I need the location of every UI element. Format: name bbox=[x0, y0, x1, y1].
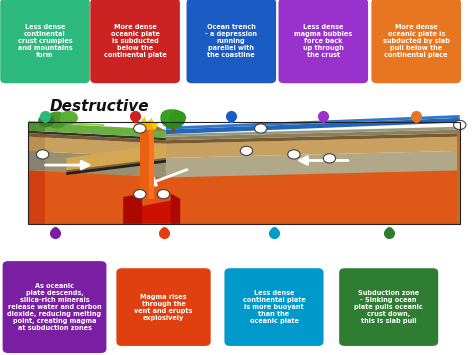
Text: As oceanic
plate descends,
silica-rich minerals
release water and carbon
dioxide: As oceanic plate descends, silica-rich m… bbox=[8, 283, 101, 331]
Polygon shape bbox=[66, 160, 166, 175]
FancyBboxPatch shape bbox=[371, 0, 461, 83]
Polygon shape bbox=[166, 115, 460, 130]
Circle shape bbox=[288, 150, 300, 159]
Polygon shape bbox=[149, 130, 154, 199]
Polygon shape bbox=[28, 133, 166, 144]
FancyBboxPatch shape bbox=[186, 0, 276, 83]
Circle shape bbox=[36, 150, 49, 159]
Polygon shape bbox=[166, 133, 460, 144]
Text: Subduction zone
- Sinking ocean
plate pulls oceanic
crust down,
this is slab pul: Subduction zone - Sinking ocean plate pu… bbox=[354, 290, 423, 324]
FancyBboxPatch shape bbox=[0, 0, 90, 83]
Circle shape bbox=[255, 124, 267, 133]
Text: Ocean trench
- a depression
running
parellel with
the coastline: Ocean trench - a depression running pare… bbox=[205, 24, 257, 58]
Circle shape bbox=[134, 190, 146, 199]
Polygon shape bbox=[28, 137, 45, 151]
Circle shape bbox=[39, 115, 54, 126]
Polygon shape bbox=[137, 121, 154, 130]
Text: Magma rises
through the
vent and erupts
explosively: Magma rises through the vent and erupts … bbox=[134, 294, 193, 321]
Polygon shape bbox=[166, 151, 460, 178]
Circle shape bbox=[46, 112, 67, 128]
Polygon shape bbox=[123, 199, 180, 224]
Text: More dense
oceanic plate
is subducted
below the
continental plate: More dense oceanic plate is subducted be… bbox=[104, 24, 166, 58]
FancyBboxPatch shape bbox=[339, 268, 438, 346]
Circle shape bbox=[134, 124, 146, 133]
Polygon shape bbox=[166, 127, 460, 137]
Text: Less dense
magma bubbles
force back
up through
the crust: Less dense magma bubbles force back up t… bbox=[294, 24, 352, 58]
FancyBboxPatch shape bbox=[116, 268, 210, 346]
Circle shape bbox=[157, 190, 170, 199]
Polygon shape bbox=[140, 130, 149, 199]
FancyBboxPatch shape bbox=[90, 0, 180, 83]
Circle shape bbox=[323, 154, 336, 163]
Polygon shape bbox=[28, 170, 460, 224]
FancyBboxPatch shape bbox=[279, 0, 368, 83]
Circle shape bbox=[240, 146, 253, 155]
Polygon shape bbox=[457, 122, 460, 224]
Text: Less dense
continental
crust crumples
and mountains
form: Less dense continental crust crumples an… bbox=[18, 24, 73, 58]
Text: Less dense
continental plate
is more buoyant
than the
oceanic plate: Less dense continental plate is more buo… bbox=[243, 290, 305, 324]
Polygon shape bbox=[133, 125, 166, 131]
Circle shape bbox=[161, 110, 185, 128]
Polygon shape bbox=[133, 116, 159, 130]
Polygon shape bbox=[123, 193, 142, 224]
Polygon shape bbox=[166, 118, 460, 134]
Polygon shape bbox=[171, 193, 180, 224]
Polygon shape bbox=[28, 122, 166, 138]
Circle shape bbox=[454, 120, 466, 130]
Polygon shape bbox=[28, 122, 45, 131]
Polygon shape bbox=[66, 144, 166, 170]
FancyBboxPatch shape bbox=[3, 261, 106, 353]
Polygon shape bbox=[28, 137, 166, 158]
Polygon shape bbox=[28, 151, 166, 178]
Circle shape bbox=[60, 111, 77, 124]
Polygon shape bbox=[66, 158, 166, 172]
Text: Destructive: Destructive bbox=[50, 99, 149, 114]
Polygon shape bbox=[28, 131, 166, 140]
Circle shape bbox=[161, 110, 178, 123]
Polygon shape bbox=[28, 151, 45, 170]
Polygon shape bbox=[28, 121, 104, 126]
FancyBboxPatch shape bbox=[224, 268, 323, 346]
Text: More dense
oceanic plate is
subducted by slab
pull below the
continental place: More dense oceanic plate is subducted by… bbox=[383, 24, 450, 58]
Polygon shape bbox=[166, 130, 460, 140]
Polygon shape bbox=[166, 137, 460, 158]
Polygon shape bbox=[28, 170, 45, 224]
Circle shape bbox=[170, 111, 185, 123]
